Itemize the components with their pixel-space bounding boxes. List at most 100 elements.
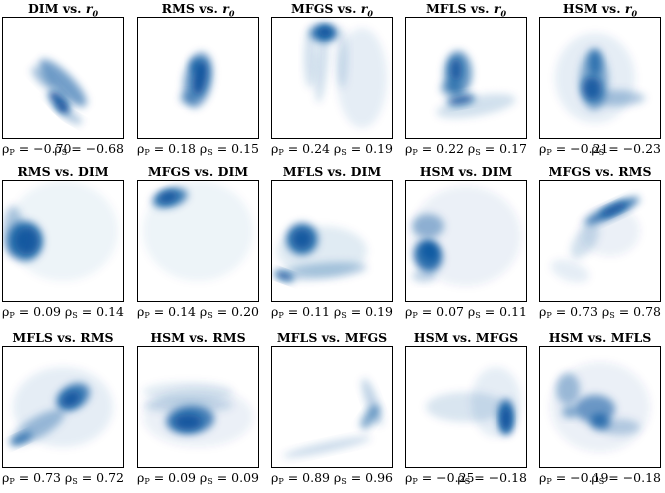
panel-title-text: MFLS vs. RMS: [12, 330, 114, 345]
panel-title-text: MFGS vs. RMS: [548, 164, 652, 179]
density-heatmap: [271, 346, 393, 468]
density-heatmap: [271, 17, 393, 139]
spearman-coefficient: ρS = 0.19: [333, 304, 393, 320]
pearson-value: 0.07: [436, 304, 465, 319]
pearson-coefficient: ρP = −0.70: [2, 141, 72, 157]
panel-title: HSM vs. MFGS: [405, 329, 527, 347]
correlation-row: ρP = 0.89 ρS = 0.96: [271, 468, 393, 488]
panel-title: HSM vs. DIM: [405, 163, 527, 181]
panel-title: RMS vs. r0: [137, 0, 259, 23]
spearman-coefficient: ρS = 0.15: [199, 141, 259, 157]
spearman-value: 0.17: [499, 141, 527, 156]
spearman-coefficient: ρS = 0.72: [64, 470, 124, 486]
pearson-coefficient: ρP = 0.09: [2, 304, 62, 320]
density-heatmap: [405, 17, 527, 139]
pearson-value: 0.14: [168, 304, 197, 319]
panel-15: HSM vs. MFLS ρP = −0.19 ρS = −0.18: [539, 329, 661, 493]
correlation-row: ρP = 0.73 ρS = 0.72: [2, 468, 124, 488]
spearman-value: −0.68: [85, 141, 124, 156]
panel-title: MFGS vs. r0: [271, 0, 393, 23]
panel-8: MFLS vs. DIM ρP = 0.11 ρS = 0.19: [271, 163, 393, 327]
panel-title-variable: r0: [222, 1, 235, 19]
spearman-coefficient: ρS = −0.18: [457, 470, 527, 486]
panel-title: HSM vs. MFLS: [539, 329, 661, 347]
panel-title-subscript: 0: [92, 8, 99, 19]
spearman-value: 0.19: [365, 304, 393, 319]
panel-14: HSM vs. MFGS ρP = −0.25 ρS = −0.18: [405, 329, 527, 493]
pearson-value: 0.24: [302, 141, 331, 156]
panel-title-variable: r0: [85, 1, 99, 19]
correlation-row: ρP = 0.11 ρS = 0.19: [271, 302, 393, 322]
spearman-value: 0.14: [96, 304, 124, 319]
density-blob: [412, 270, 436, 282]
pearson-value: −0.21: [570, 141, 609, 156]
density-blob: [13, 367, 113, 447]
density-blob: [471, 367, 521, 437]
panel-title-subscript: 0: [367, 8, 373, 19]
pearson-coefficient: ρP = 0.07: [405, 304, 465, 320]
density-heatmap: [2, 180, 124, 302]
spearman-value: 0.96: [365, 470, 393, 485]
correlation-row: ρP = 0.09 ρS = 0.09: [137, 468, 259, 488]
panel-title-subscript: 0: [500, 8, 507, 19]
panel-title-text: MFLS vs. MFGS: [276, 330, 388, 345]
panel-title-text: DIM vs.: [27, 1, 86, 16]
pearson-coefficient: ρP = 0.18: [137, 141, 197, 157]
pearson-coefficient: ρP = 0.73: [539, 304, 599, 320]
panel-title-text: HSM vs. RMS: [150, 330, 246, 345]
correlation-row: ρP = 0.24 ρS = 0.19: [271, 139, 393, 159]
spearman-value: 0.11: [499, 304, 527, 319]
panel-4: MFLS vs. r0 ρP = 0.22 ρS = 0.17: [405, 0, 527, 164]
pearson-value: 0.09: [33, 304, 62, 319]
spearman-coefficient: ρS = 0.09: [199, 470, 259, 486]
density-blob: [143, 181, 253, 281]
panel-10: MFGS vs. RMS ρP = 0.73 ρS = 0.78: [539, 163, 661, 327]
panel-title: MFLS vs. RMS: [2, 329, 124, 347]
correlation-row: ρP = 0.18 ρS = 0.15: [137, 139, 259, 159]
pearson-value: 0.11: [302, 304, 331, 319]
correlation-row: ρP = −0.21 ρS = −0.23: [539, 139, 661, 159]
density-blob: [450, 58, 462, 82]
density-blob: [9, 432, 33, 446]
spearman-value: 0.15: [231, 141, 259, 156]
correlation-row: ρP = −0.19 ρS = −0.18: [539, 468, 661, 488]
panel-title-text: MFLS vs. DIM: [282, 164, 382, 179]
spearman-value: 0.20: [231, 304, 259, 319]
spearman-coefficient: ρS = 0.78: [601, 304, 661, 320]
panel-title-text: RMS vs.: [161, 1, 223, 16]
density-blob: [411, 186, 521, 286]
density-blob: [580, 206, 640, 256]
panel-title-text: RMS vs. DIM: [17, 164, 109, 179]
panel-title-text: MFGS vs.: [291, 1, 361, 16]
pearson-coefficient: ρP = −0.25: [405, 470, 475, 486]
density-heatmap: [539, 180, 661, 302]
panel-title: MFLS vs. r0: [405, 0, 527, 23]
pearson-value: −0.70: [33, 141, 72, 156]
density-heatmap: [137, 17, 259, 139]
density-blob: [555, 33, 635, 123]
panel-title: HSM vs. r0: [539, 0, 661, 23]
spearman-value: 0.19: [365, 141, 393, 156]
panel-title: DIM vs. r0: [2, 0, 124, 23]
density-blob: [315, 23, 329, 103]
panel-6: RMS vs. DIM ρP = 0.09 ρS = 0.14: [2, 163, 124, 327]
density-blob: [143, 387, 253, 447]
spearman-value: −0.18: [488, 470, 527, 485]
correlation-row: ρP = 0.14 ρS = 0.20: [137, 302, 259, 322]
density-heatmap: [271, 180, 393, 302]
spearman-coefficient: ρS = 0.96: [333, 470, 393, 486]
density-blob: [190, 58, 202, 74]
panel-3: MFGS vs. r0 ρP = 0.24 ρS = 0.19: [271, 0, 393, 164]
density-blob: [64, 111, 82, 125]
density-blob: [31, 66, 55, 90]
pearson-value: 0.73: [570, 304, 599, 319]
pearson-coefficient: ρP = −0.19: [539, 470, 609, 486]
pearson-value: 0.22: [436, 141, 465, 156]
panel-title: RMS vs. DIM: [2, 163, 124, 181]
spearman-value: −0.18: [622, 470, 661, 485]
pearson-value: 0.89: [302, 470, 331, 485]
spearman-coefficient: ρS = 0.14: [64, 304, 124, 320]
pearson-value: 0.09: [168, 470, 197, 485]
density-heatmap: [539, 17, 661, 139]
density-blob: [304, 28, 316, 88]
